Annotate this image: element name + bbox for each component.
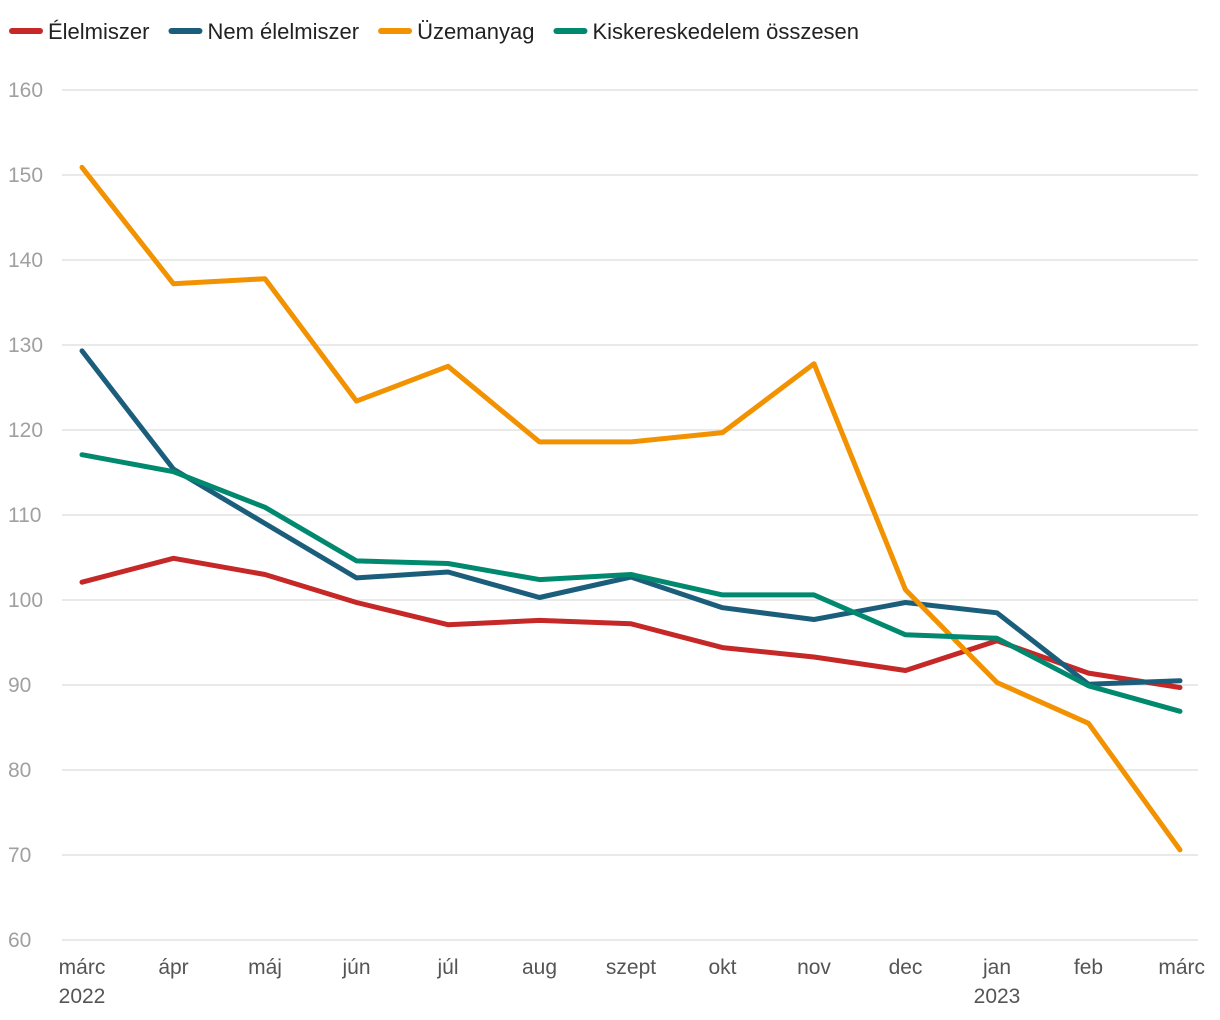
- series-line-1: [79, 348, 1183, 687]
- y-tick-label-80: 80: [8, 759, 31, 782]
- y-axis-ticks: 60 70 80 90 100 110 120 130 140 150 160: [8, 79, 43, 952]
- y-gridlines: [62, 89, 1198, 941]
- x-tick-label: márc: [59, 956, 106, 979]
- legend-label-0: Élelmiszer: [48, 19, 149, 44]
- legend-label-1: Nem élelmiszer: [207, 19, 359, 44]
- chart-legend: Élelmiszer Nem élelmiszer Üzemanyag Kiskere…: [9, 19, 859, 44]
- x-tick-label: máj: [248, 956, 282, 979]
- x-tick-label: szept: [606, 956, 656, 979]
- x-tick-label: jan: [982, 956, 1011, 979]
- x-tick-label: jún: [341, 956, 370, 979]
- x-tick-label: feb: [1074, 956, 1103, 979]
- x-tick-label: ápr: [158, 956, 188, 979]
- y-tick-label-130: 130: [8, 334, 43, 357]
- x-year-label-2022: 2022: [59, 985, 106, 1008]
- y-tick-label-150: 150: [8, 164, 43, 187]
- legend-label-3: Kiskereskedelem összesen: [592, 19, 859, 44]
- x-tick-label: júl: [436, 956, 458, 979]
- x-tick-label: okt: [708, 956, 736, 979]
- y-tick-label-100: 100: [8, 589, 43, 612]
- x-tick-label: dec: [889, 956, 923, 979]
- y-tick-label-60: 60: [8, 929, 31, 952]
- x-year-label-2023: 2023: [974, 985, 1021, 1008]
- legend-label-2: Üzemanyag: [417, 19, 534, 44]
- y-tick-label-140: 140: [8, 249, 43, 272]
- x-tick-label: aug: [522, 956, 557, 979]
- x-tick-label: márc: [1158, 956, 1205, 979]
- y-tick-label-110: 110: [8, 504, 41, 527]
- y-tick-label-120: 120: [8, 419, 43, 442]
- y-tick-label-70: 70: [8, 844, 31, 867]
- x-tick-label: nov: [797, 956, 831, 979]
- series-line-2: [79, 164, 1183, 853]
- series-line-3: [79, 452, 1183, 714]
- y-tick-label-160: 160: [8, 79, 43, 102]
- x-axis-ticks: márc ápr máj jún júl aug szept okt nov dec jan feb m…: [59, 956, 1205, 1008]
- y-tick-label-90: 90: [8, 674, 31, 697]
- series-lines: [79, 164, 1183, 853]
